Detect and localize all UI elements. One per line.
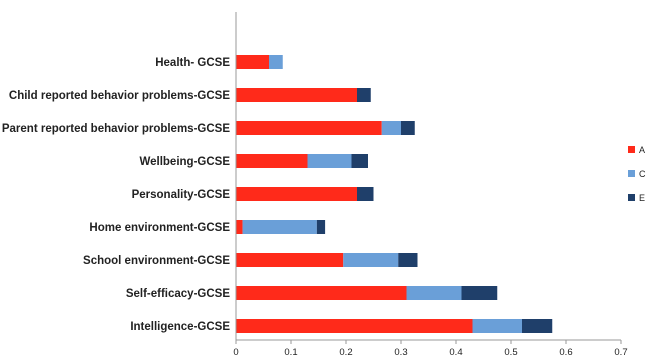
- x-tick-label: 0.2: [339, 347, 352, 358]
- bar-c-2: [381, 121, 401, 135]
- bar-a-4: [236, 187, 357, 201]
- category-label: Home environment-GCSE: [89, 222, 230, 234]
- x-tick-label: 0.6: [559, 347, 572, 358]
- bar-a-7: [236, 286, 407, 300]
- x-tick-label: 0.5: [504, 347, 517, 358]
- bar-a-0: [236, 55, 269, 69]
- bar-a-1: [236, 88, 357, 102]
- bar-c-0: [269, 55, 283, 69]
- bar-e-3: [351, 154, 368, 168]
- x-tick-label: 0.3: [394, 347, 407, 358]
- category-label: Child reported behavior problems-GCSE: [9, 90, 230, 102]
- category-label: Wellbeing-GCSE: [139, 156, 230, 168]
- bar-c-6: [343, 253, 399, 267]
- bar-e-5: [316, 220, 326, 234]
- bar-c-3: [307, 154, 352, 168]
- x-tick-label: 0.4: [449, 347, 462, 358]
- bar-e-4: [357, 187, 374, 201]
- x-axis: 0 0.1 0.2 0.3 0.4 0.5 0.6 0.7: [233, 12, 628, 358]
- bar-e-8: [522, 319, 553, 333]
- bar-c-5: [242, 220, 317, 234]
- x-tick-label: 0: [233, 347, 238, 358]
- legend-label-e: E: [639, 193, 645, 203]
- bars-layer: [236, 55, 553, 333]
- bar-c-8: [472, 319, 522, 333]
- legend-label-c: C: [639, 169, 646, 179]
- category-labels: Health- GCSE Child reported behavior prob…: [2, 57, 230, 333]
- bar-a-3: [236, 154, 308, 168]
- bar-e-2: [401, 121, 415, 135]
- bar-e-7: [461, 286, 498, 300]
- x-tick-label: 0.7: [614, 347, 627, 358]
- bar-a-2: [236, 121, 382, 135]
- legend-swatch-c: [628, 170, 635, 177]
- category-label: Personality-GCSE: [132, 189, 231, 201]
- bar-a-5: [236, 220, 243, 234]
- legend-swatch-a: [628, 146, 635, 153]
- bar-a-6: [236, 253, 344, 267]
- category-label: School environment-GCSE: [83, 255, 230, 267]
- x-tick-label: 0.1: [284, 347, 297, 358]
- category-label: Intelligence-GCSE: [130, 321, 230, 333]
- category-label: Self-efficacy-GCSE: [126, 288, 231, 300]
- legend: A C E: [628, 145, 646, 203]
- bar-e-6: [398, 253, 418, 267]
- bar-c-7: [406, 286, 462, 300]
- category-label: Parent reported behavior problems-GCSE: [2, 123, 230, 135]
- legend-label-a: A: [639, 145, 645, 155]
- bar-a-8: [236, 319, 473, 333]
- legend-swatch-e: [628, 194, 635, 201]
- category-label: Health- GCSE: [155, 57, 230, 69]
- bar-e-1: [357, 88, 371, 102]
